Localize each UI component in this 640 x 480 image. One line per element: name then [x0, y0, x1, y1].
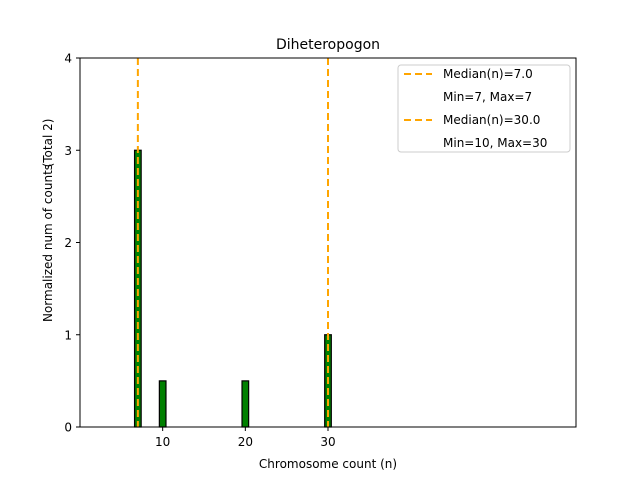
y-tick-label-4: 4	[64, 52, 72, 66]
legend-sublabel-0: Min=7, Max=7	[443, 90, 532, 104]
legend-label-1: Median(n)=30.0	[443, 113, 540, 127]
chart-title: Diheteropogon	[276, 37, 380, 53]
y-tick-label-0: 0	[64, 421, 72, 435]
y-tick-label-2: 2	[64, 236, 72, 250]
x-tick-label-10: 10	[155, 435, 170, 449]
x-tick-label-20: 20	[238, 435, 253, 449]
y-axis-total-label: (Total 2)	[41, 119, 55, 168]
legend: Median(n)=7.0 Min=7, Max=7 Median(n)=30.0 M…	[397, 64, 571, 153]
bar-20	[241, 380, 250, 428]
legend-box	[397, 64, 571, 153]
legend-label-0: Median(n)=7.0	[443, 67, 533, 81]
x-tick-label-30: 30	[320, 435, 335, 449]
y-axis-label: Normalized num of counts	[41, 164, 55, 322]
plot-area: 10 20 30 0 1 2 3 4	[64, 52, 577, 449]
bar-10	[158, 380, 167, 428]
y-tick-label-1: 1	[64, 328, 72, 342]
x-axis-label: Chromosome count (n)	[259, 457, 397, 471]
y-tick-label-3: 3	[64, 144, 72, 158]
legend-sublabel-1: Min=10, Max=30	[443, 136, 547, 150]
